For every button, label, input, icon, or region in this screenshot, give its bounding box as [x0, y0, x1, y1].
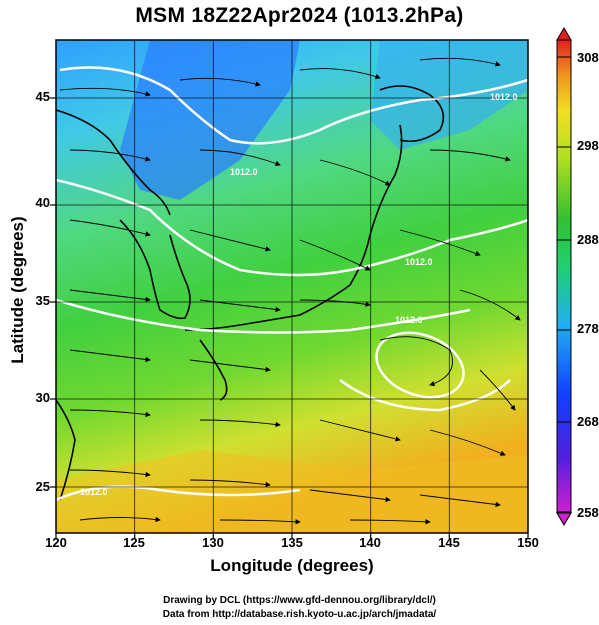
colorbar-tick-label: 298	[577, 138, 599, 153]
contour-label: 1012.0	[405, 257, 433, 267]
axis-ticks	[50, 97, 529, 539]
colorbar-tick-label: 268	[577, 414, 599, 429]
graticule	[56, 40, 528, 533]
y-tick-label: 35	[35, 293, 50, 308]
colorbar-tick-label: 258	[577, 505, 599, 520]
map-title: MSM 18Z22Apr2024 (1013.2hPa)	[135, 4, 464, 27]
x-axis-label: Longitude (degrees)	[210, 556, 374, 575]
coastlines	[56, 85, 445, 501]
x-tick-label: 120	[45, 535, 67, 550]
y-tick-label: 25	[35, 479, 50, 494]
credit-data: Data from http://database.rish.kyoto-u.a…	[162, 609, 437, 620]
contour-label: 1012.0	[230, 167, 258, 177]
credit-drawing: Drawing by DCL (https://www.gfd-dennou.o…	[163, 595, 436, 606]
x-tick-label: 125	[123, 535, 145, 550]
contour-label: 1012.0	[80, 487, 108, 497]
wind-streamlines	[59, 57, 521, 525]
x-tick-label: 145	[438, 535, 460, 550]
colorbar-tick-label: 278	[577, 321, 599, 336]
contour-label: 1012.0	[395, 315, 423, 325]
y-tick-label: 45	[35, 89, 50, 104]
colorbar	[556, 27, 572, 526]
y-tick-label: 40	[35, 195, 50, 210]
y-tick-label: 30	[35, 390, 50, 405]
x-tick-label: 150	[517, 535, 539, 550]
x-tick-label: 130	[202, 535, 224, 550]
x-tick-label: 140	[359, 535, 381, 550]
colorbar-tick-label: 288	[577, 232, 599, 247]
colorbar-tick-label: 308	[577, 50, 599, 65]
x-tick-label: 135	[281, 535, 303, 550]
cold-region	[120, 40, 300, 200]
contour-label: 1012.0	[490, 92, 518, 102]
